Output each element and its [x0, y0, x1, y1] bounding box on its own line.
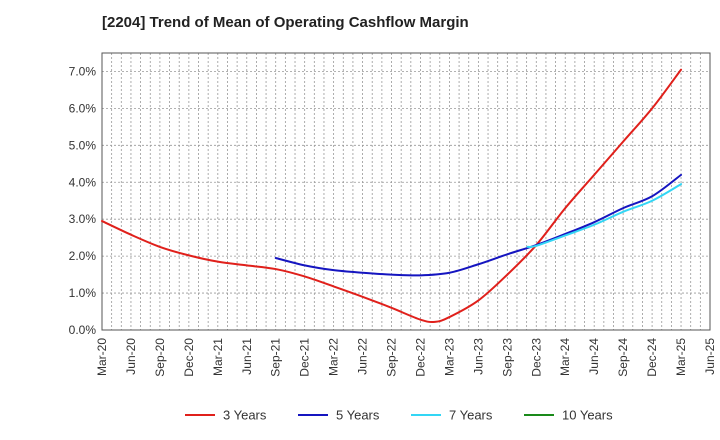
y-tick-label: 2.0%	[69, 249, 97, 263]
x-tick-label: Dec-22	[413, 338, 427, 377]
legend-label-10-years: 10 Years	[562, 408, 613, 423]
y-tick-label: 6.0%	[69, 101, 97, 115]
x-tick-label: Sep-21	[269, 338, 283, 377]
x-tick-label: Dec-20	[182, 338, 196, 377]
x-tick-label: Jun-21	[240, 338, 254, 375]
x-tick-label: Mar-24	[558, 338, 572, 376]
x-tick-label: Mar-25	[674, 338, 688, 376]
chart-title: [2204] Trend of Mean of Operating Cashfl…	[102, 14, 469, 31]
y-tick-label: 0.0%	[69, 323, 97, 337]
y-tick-label: 1.0%	[69, 286, 97, 300]
legend-item-3-years: 3 Years	[185, 408, 267, 423]
x-tick-label: Jun-24	[587, 338, 601, 375]
series-layer	[101, 68, 683, 324]
x-tick-label: Jun-20	[124, 338, 138, 375]
legend-item-10-years: 10 Years	[524, 408, 613, 423]
grid-layer	[102, 53, 710, 330]
axis-layer: 0.0% 1.0% 2.0% 3.0% 4.0% 5.0% 6.0% 7.0% Mar-20 Ju…	[69, 64, 717, 376]
legend-item-5-years: 5 Years	[298, 408, 380, 423]
y-tick-label: 4.0%	[69, 175, 97, 189]
legend-item-7-years: 7 Years	[411, 408, 493, 423]
x-tick-label: Sep-20	[153, 338, 167, 377]
x-tick-label: Sep-24	[616, 338, 630, 377]
legend-label-3-years: 3 Years	[223, 408, 267, 423]
x-tick-label: Dec-24	[645, 338, 659, 377]
x-tick-label: Mar-20	[95, 338, 109, 376]
legend: 3 Years 5 Years 7 Years 10 Years	[185, 408, 613, 423]
legend-label-7-years: 7 Years	[449, 408, 493, 423]
x-tick-label: Jun-25	[703, 338, 717, 375]
x-tick-label: Jun-22	[356, 338, 370, 375]
x-tick-label: Mar-22	[327, 338, 341, 376]
x-tick-label: Dec-23	[529, 338, 543, 377]
series-line-7-years	[526, 183, 683, 248]
x-tick-label: Sep-23	[500, 338, 514, 377]
y-tick-label: 3.0%	[69, 212, 97, 226]
legend-label-5-years: 5 Years	[336, 408, 380, 423]
series-line-3-years	[101, 68, 683, 324]
x-tick-label: Sep-22	[385, 338, 399, 377]
x-tick-label: Jun-23	[471, 338, 485, 375]
y-tick-label: 5.0%	[69, 138, 97, 152]
plot-frame	[101, 52, 711, 331]
x-tick-label: Dec-21	[298, 338, 312, 377]
x-tick-label: Mar-23	[442, 338, 456, 376]
x-tick-label: Mar-21	[211, 338, 225, 376]
y-tick-label: 7.0%	[69, 64, 97, 78]
series-line-5-years	[274, 173, 683, 277]
